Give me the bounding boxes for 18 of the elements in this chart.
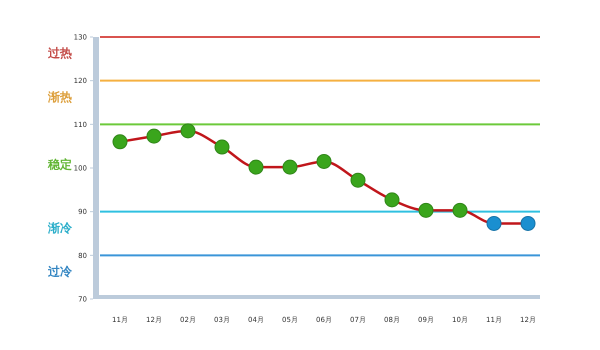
point — [214, 140, 230, 155]
point — [316, 154, 332, 169]
point — [418, 202, 434, 218]
point — [384, 192, 400, 208]
point — [282, 160, 298, 175]
point — [180, 123, 196, 138]
point — [350, 172, 366, 188]
text: 渐热 — [47, 90, 72, 104]
text: 过热 — [47, 46, 72, 60]
text: 稳定 — [47, 158, 72, 172]
point — [486, 216, 502, 231]
point — [146, 128, 162, 144]
point — [520, 216, 536, 231]
text: 渐冷 — [47, 220, 73, 235]
point — [112, 134, 128, 150]
point — [248, 160, 264, 175]
point — [452, 202, 468, 218]
text: 过冷 — [47, 264, 73, 279]
